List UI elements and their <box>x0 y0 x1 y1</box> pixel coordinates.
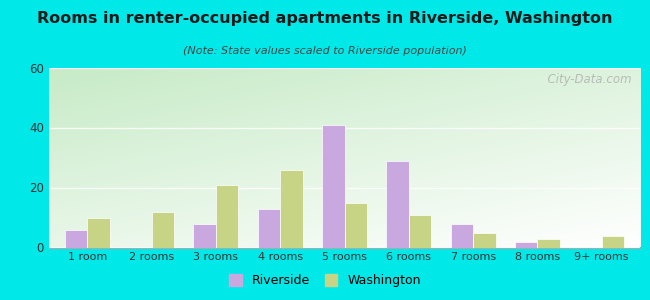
Bar <box>151 212 174 248</box>
Bar <box>322 124 344 248</box>
Bar <box>538 238 560 247</box>
Text: Rooms in renter-occupied apartments in Riverside, Washington: Rooms in renter-occupied apartments in R… <box>37 11 613 26</box>
Legend: Riverside, Washington: Riverside, Washington <box>224 269 426 292</box>
Bar <box>87 218 110 248</box>
Bar <box>386 160 409 247</box>
Bar <box>216 184 239 248</box>
Text: (Note: State values scaled to Riverside population): (Note: State values scaled to Riverside … <box>183 46 467 56</box>
Bar <box>344 202 367 247</box>
Bar <box>473 232 495 247</box>
Bar <box>257 208 280 247</box>
Bar <box>280 169 303 247</box>
Bar <box>515 242 538 248</box>
Bar <box>65 230 87 247</box>
Bar <box>602 236 624 247</box>
Text: City-Data.com: City-Data.com <box>540 73 631 86</box>
Bar <box>450 224 473 248</box>
Bar <box>194 224 216 248</box>
Bar <box>409 214 432 248</box>
